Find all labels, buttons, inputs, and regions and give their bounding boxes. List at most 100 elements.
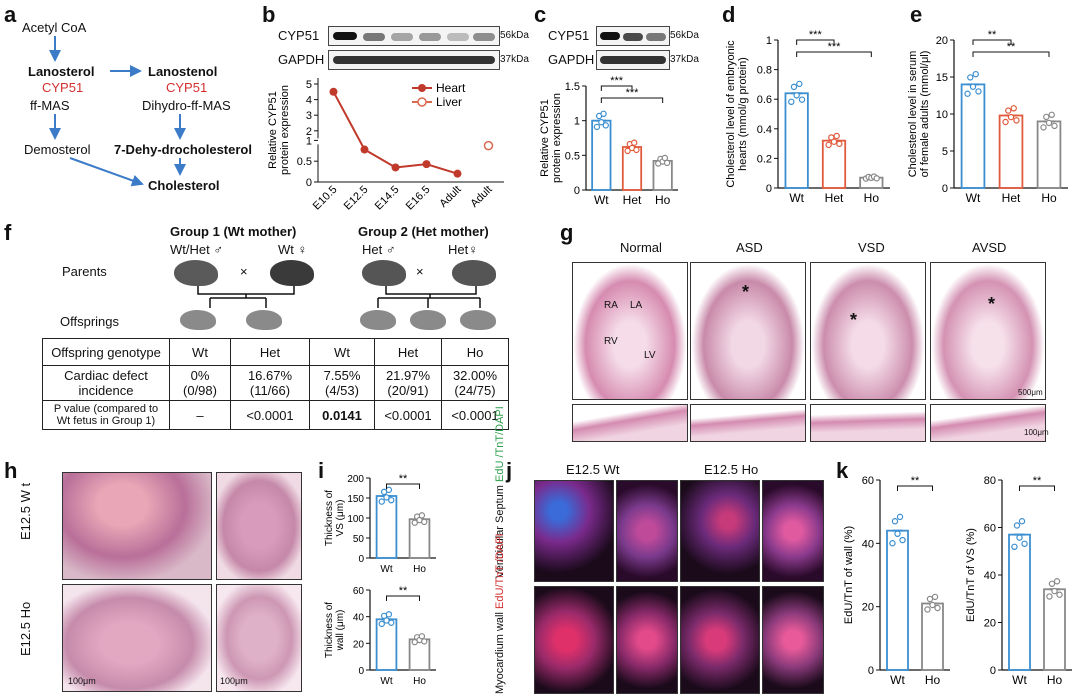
data-point-heart	[422, 160, 431, 169]
defect-marker: *	[850, 310, 858, 330]
y-tick-label: 0	[358, 666, 364, 677]
data-point	[833, 132, 840, 140]
bar	[621, 146, 643, 191]
enzyme-cyp51-right: CYP51	[166, 80, 208, 95]
panel-label-d: d	[722, 2, 736, 27]
y-tick-label: 200	[347, 474, 364, 485]
genotype-table: Offspring genotype Wt Het Wt Het Ho Card…	[42, 338, 509, 430]
data-point	[1011, 543, 1018, 551]
panel-label-h: h	[4, 458, 18, 483]
x-tick-label: Wt	[966, 191, 981, 205]
y-axis-label-line: hearts (mmol/g protein)	[737, 57, 749, 171]
x-tick-label: Ho	[413, 564, 426, 575]
breeding-scheme: Group 1 (Wt mother) Group 2 (Het mother)…	[40, 224, 540, 334]
breeding-arrows	[197, 286, 481, 308]
data-point	[790, 83, 798, 91]
data-point	[1002, 118, 1009, 126]
significance-label: **	[1007, 41, 1016, 53]
x-tick-label: Ho	[1041, 191, 1057, 205]
significance-bracket	[972, 51, 1050, 57]
data-point	[793, 92, 800, 99]
fluor-title-wt: E12.5 Wt	[566, 462, 620, 477]
y-axis-label-line: Relative CYP51	[539, 99, 551, 177]
blot-b-gapdh-label: GAPDH	[278, 52, 325, 67]
y-tick-label: 20	[353, 639, 365, 650]
mouse-icon	[360, 310, 396, 330]
parents-label: Parents	[62, 264, 107, 279]
table-cell: Het	[230, 338, 310, 366]
x-tick-label: Adult	[437, 184, 463, 210]
y-axis-label: EdU/TnT of wall (%)	[843, 526, 855, 624]
y-tick-label: 40	[353, 613, 365, 624]
data-point	[1048, 580, 1056, 587]
legend-marker-liver	[417, 97, 427, 107]
data-point	[889, 540, 896, 547]
bar	[1008, 533, 1031, 671]
data-point	[1007, 113, 1015, 121]
fluor-row2-label: Myocardium wall EdU/TnT /DAPI	[494, 533, 506, 694]
histology-g: Normal ASD VSD AVSD RA LA RV LV * * * 50…	[568, 236, 1078, 446]
data-point	[378, 620, 385, 628]
y-tick-label: 10	[936, 109, 948, 121]
y-axis-label-line: protein expression	[551, 93, 563, 183]
data-point	[891, 518, 899, 525]
chart-c-bar: 0 0.5 1 1.5 Wt Het Ho ****** Relative CYP51prote…	[539, 75, 678, 207]
x-tick-label: Ho	[413, 676, 426, 687]
significance-label: **	[399, 585, 408, 597]
x-tick-label: Ho	[864, 191, 880, 205]
significance-bracket	[972, 39, 1012, 45]
data-point	[825, 141, 832, 149]
y-axis-label-line: protein expression	[279, 85, 291, 175]
table-cell: 7.55% (4/53)	[309, 365, 375, 401]
data-point	[385, 486, 393, 494]
data-point	[1051, 122, 1058, 130]
data-point	[1045, 119, 1053, 127]
fluor-image	[534, 586, 614, 694]
table-cell: –	[169, 400, 231, 430]
fluor-image	[680, 480, 760, 582]
chart-i1-bar: 0 50 100 150 200 Wt Ho ** Thickness ofVS (μm)	[324, 473, 436, 575]
histo-zoom-ho	[216, 584, 302, 692]
mouse-icon	[174, 260, 218, 286]
data-point	[894, 530, 901, 538]
significance-bracket	[600, 85, 633, 91]
y-tick-label: 0	[306, 177, 312, 189]
x-tick-label: Ho	[1047, 673, 1063, 687]
data-point-heart	[391, 163, 400, 172]
fluor-row2-stain: EdU/TnT /DAPI	[494, 533, 506, 610]
data-point	[1016, 534, 1023, 541]
histo-image-wt	[62, 472, 212, 580]
y-tick-label: 15	[936, 72, 948, 84]
y-tick-label: 20	[984, 618, 996, 630]
x-tick-label: Wt	[789, 191, 804, 205]
y-tick-label: 0.6	[757, 94, 772, 106]
legend-label-liver: Liver	[436, 95, 462, 109]
node-demosterol: Demosterol	[24, 142, 91, 157]
y-axis-label: EdU/TnT of VS (%)	[965, 528, 977, 622]
data-point	[896, 513, 904, 521]
y-axis-label-line: Thickness of	[324, 490, 335, 546]
table-cell: 0% (0/98)	[169, 365, 231, 401]
y-tick-label: 0	[358, 554, 364, 565]
x-tick-label: Het	[825, 191, 844, 205]
histo-image-avsd	[930, 262, 1046, 400]
mouse-icon	[452, 260, 496, 286]
y-axis-label-line: Cholesterol level in serum	[907, 51, 919, 178]
blot-c-56kda: 56kDa	[670, 30, 699, 41]
table-cell: <0.0001	[374, 400, 442, 430]
data-point	[1053, 578, 1061, 585]
significance-bracket	[1019, 485, 1055, 491]
histo-zoom-normal	[572, 404, 688, 442]
x-tick-label: E14.5	[373, 184, 402, 212]
x-tick-label: E16.5	[404, 184, 433, 212]
enzyme-cyp51-left: CYP51	[42, 80, 84, 95]
data-point	[388, 496, 395, 504]
blot-c-gapdh-label: GAPDH	[548, 52, 595, 67]
bar	[886, 529, 909, 671]
blot-b-cyp51	[328, 26, 500, 46]
g1-female: Wt ♀	[278, 242, 308, 257]
chamber-label: RV	[604, 336, 618, 347]
data-point	[1013, 117, 1020, 124]
bar	[375, 618, 398, 671]
y-axis-label: Relative CYP51protein expression	[539, 93, 563, 183]
